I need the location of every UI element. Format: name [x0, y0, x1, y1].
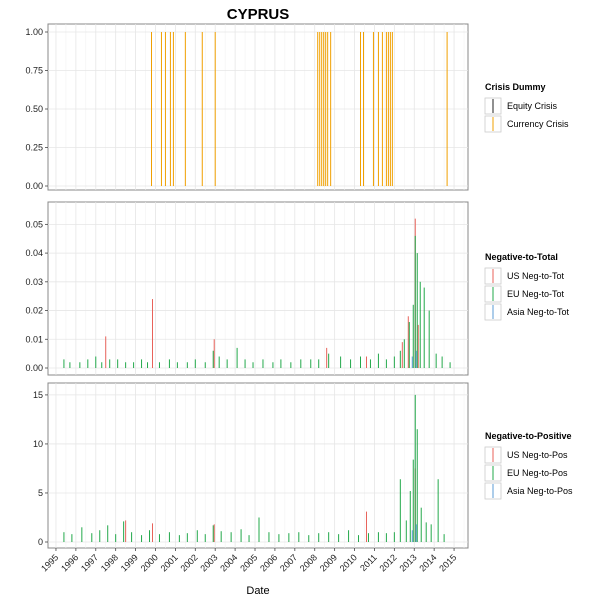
legend-label: US Neg-to-Tot — [507, 271, 565, 281]
y-tick-label: 0.03 — [25, 277, 43, 287]
y-tick-label: 0.50 — [25, 104, 43, 114]
x-tick-label: 2005 — [238, 552, 259, 573]
x-tick-label: 2001 — [159, 552, 180, 573]
x-tick-label: 2013 — [397, 552, 418, 573]
x-tick-label: 2009 — [318, 552, 339, 573]
x-tick-label: 2007 — [278, 552, 299, 573]
x-axis: 1995199619971998199920002001200220032004… — [39, 548, 458, 574]
y-tick-label: 0.00 — [25, 363, 43, 373]
legend-neg-to-positive: Negative-to-Positive US Neg-to-Pos EU Neg-… — [484, 431, 573, 500]
x-tick-label: 1995 — [39, 552, 60, 573]
legend-label: EU Neg-to-Pos — [507, 468, 568, 478]
x-tick-label: 1998 — [99, 552, 120, 573]
panel-crisis: 1.00 0.75 0.50 0.25 0.00 — [25, 23, 469, 191]
y-tick-label: 1.00 — [25, 27, 43, 37]
y-tick-label: 0.75 — [25, 66, 43, 76]
y-tick-label: 0.00 — [25, 181, 43, 191]
legend-title: Negative-to-Positive — [485, 431, 572, 441]
x-tick-label: 2004 — [218, 552, 239, 573]
panel-neg-to-positive: 15 10 5 0 — [33, 382, 469, 549]
panel-frame — [47, 201, 469, 376]
x-tick-label: 2010 — [338, 552, 359, 573]
x-tick-label: 2011 — [358, 552, 379, 573]
y-tick-label: 0.01 — [25, 334, 43, 344]
legend-label: Currency Crisis — [507, 119, 569, 129]
legend-neg-to-total: Negative-to-Total US Neg-to-Tot EU Neg-to-… — [484, 252, 570, 321]
x-tick-label: 2000 — [139, 552, 160, 573]
x-tick-label: 2008 — [298, 552, 319, 573]
x-tick-label: 1996 — [59, 552, 80, 573]
y-tick-label: 0.02 — [25, 306, 43, 316]
x-tick-label: 2003 — [198, 552, 219, 573]
x-tick-label: 1997 — [79, 552, 100, 573]
panel-neg-to-total: 0.05 0.04 0.03 0.02 0.01 0.00 — [25, 201, 469, 376]
y-tick-label: 0.05 — [25, 219, 43, 229]
x-axis-title: Date — [246, 585, 269, 597]
y-tick-label: 5 — [38, 488, 43, 498]
y-tick-label: 0.25 — [25, 143, 43, 153]
chart-title: CYPRUS — [227, 6, 290, 23]
y-tick-label: 10 — [33, 439, 43, 449]
x-tick-label: 2012 — [378, 552, 399, 573]
y-tick-label: 0.04 — [25, 248, 43, 258]
y-tick-label: 15 — [33, 390, 43, 400]
legend-title: Crisis Dummy — [485, 82, 546, 92]
panel-frame — [47, 23, 469, 191]
legend-title: Negative-to-Total — [485, 252, 558, 262]
legend-label: Asia Neg-to-Tot — [507, 307, 570, 317]
y-tick-label: 0 — [38, 537, 43, 547]
x-tick-label: 2015 — [437, 552, 458, 573]
x-tick-label: 1999 — [119, 552, 140, 573]
x-tick-label: 2006 — [258, 552, 279, 573]
x-tick-label: 2014 — [417, 552, 438, 573]
legend-label: Asia Neg-to-Pos — [507, 486, 573, 496]
legend-label: US Neg-to-Pos — [507, 450, 568, 460]
panel-frame — [47, 382, 469, 549]
x-tick-label: 2002 — [178, 552, 199, 573]
legend-crisis: Crisis Dummy Equity Crisis Currency Crisis — [484, 82, 569, 133]
legend-label: Equity Crisis — [507, 101, 558, 111]
legend-label: EU Neg-to-Tot — [507, 289, 565, 299]
